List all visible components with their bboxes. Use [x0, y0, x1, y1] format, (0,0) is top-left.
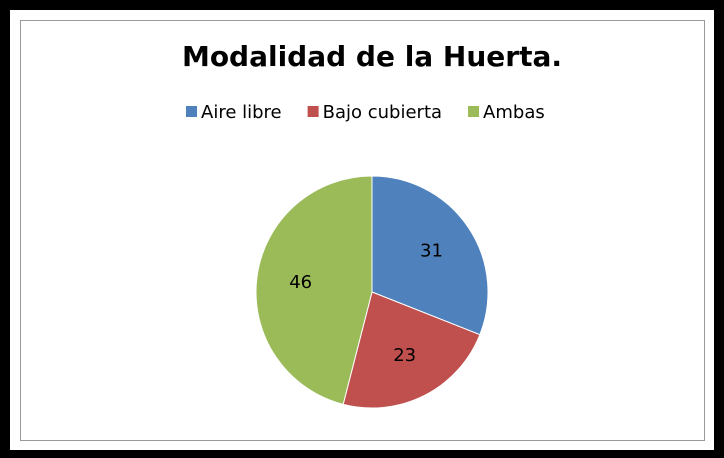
data-label: 31 — [420, 241, 443, 262]
chart-title: Modalidad de la Huerta. — [182, 40, 562, 73]
data-label: 23 — [393, 345, 416, 366]
data-label: 46 — [289, 272, 312, 293]
pie-slice — [342, 291, 481, 409]
legend-swatch — [186, 106, 197, 117]
legend-label: Aire libre — [201, 102, 282, 123]
legend-swatch — [468, 106, 480, 117]
pie-slice — [255, 175, 373, 405]
legend-label: Ambas — [483, 102, 545, 123]
pie-slice — [371, 175, 489, 336]
plot-border — [20, 20, 705, 441]
legend-swatch — [307, 106, 319, 117]
legend-label: Bajo cubierta — [323, 102, 442, 123]
